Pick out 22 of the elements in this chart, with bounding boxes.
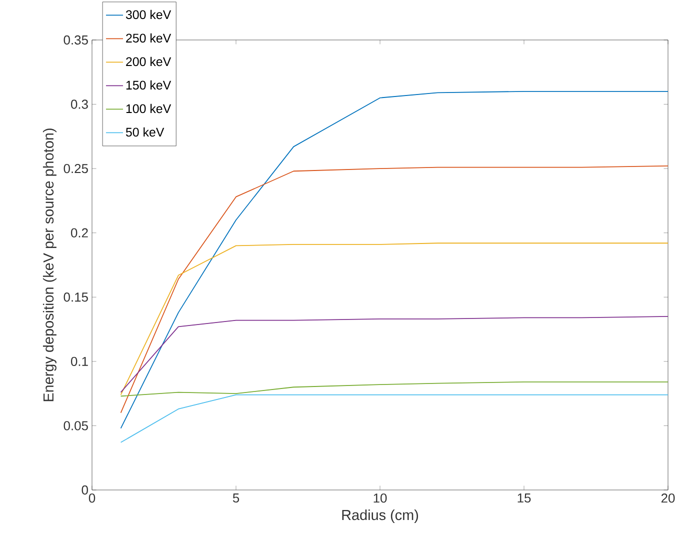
- y-tick-label: 0.15: [64, 292, 88, 302]
- x-tick-label: 10: [374, 494, 387, 503]
- legend-label: 150 keV: [126, 80, 172, 90]
- legend-label: 50 keV: [126, 127, 164, 137]
- legend-label: 200 keV: [126, 56, 172, 66]
- x-tick-label: 5: [232, 494, 240, 503]
- line-series: [120, 316, 668, 393]
- y-tick-label: 0.25: [64, 164, 88, 174]
- x-axis-title: Radius (cm): [342, 510, 418, 523]
- y-tick-label: 0.1: [70, 356, 88, 366]
- x-tick-label: 0: [88, 494, 96, 503]
- y-tick-label: 0: [82, 485, 88, 495]
- legend-label: 300 keV: [126, 10, 172, 20]
- legend-label: 250 keV: [126, 33, 172, 43]
- x-tick-label: 20: [661, 494, 675, 503]
- y-tick-label: 0.2: [70, 228, 88, 238]
- legend-label: 100 keV: [126, 104, 172, 114]
- y-tick-label: 0.35: [64, 35, 88, 45]
- y-axis-title: Energy deposition (keV per source photon): [42, 128, 56, 402]
- x-tick-label: 15: [518, 494, 531, 503]
- y-tick-label: 0.05: [64, 421, 88, 430]
- y-tick-label: 0.3: [70, 100, 88, 109]
